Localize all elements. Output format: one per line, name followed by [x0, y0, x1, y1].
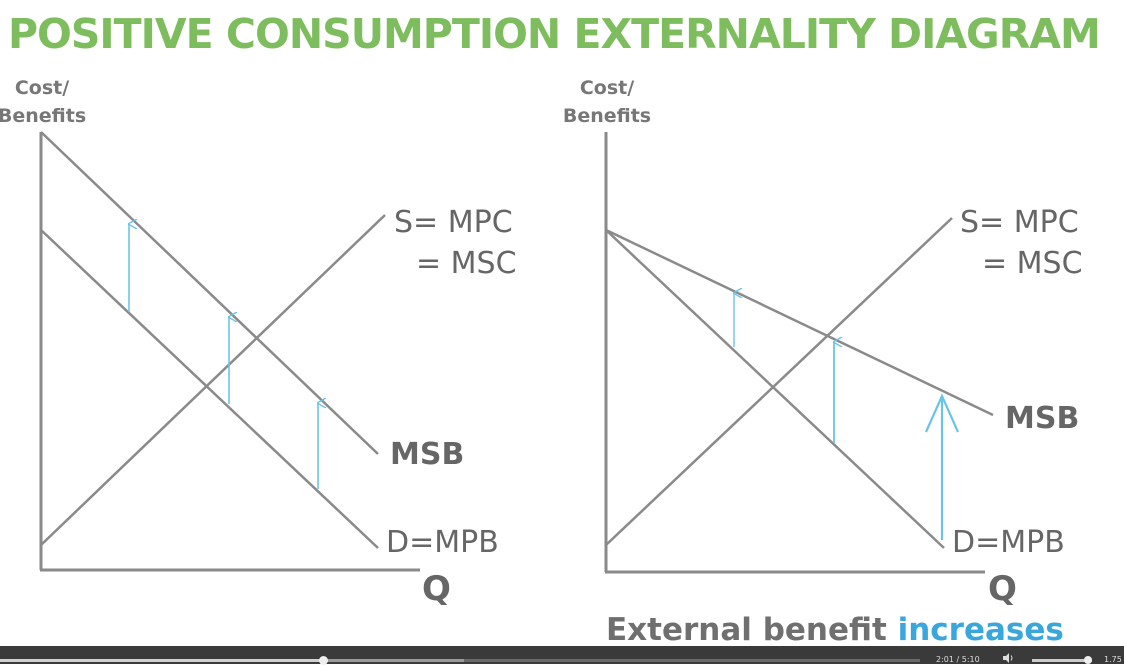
- left-x-axis-label: Q: [422, 569, 451, 609]
- left-supply-label-line1: S= MPC: [394, 205, 513, 240]
- caption: External benefit increases: [606, 612, 1064, 648]
- right-diagram: Cost/ Benefits S= MPC = MSC MSB D=MPB Q: [563, 77, 1083, 609]
- left-supply-label-line2: = MSC: [416, 246, 517, 281]
- right-supply-label-line2: = MSC: [982, 246, 1083, 281]
- left-y-axis-label-line1: Cost/: [15, 77, 69, 99]
- right-demand-curve: [605, 229, 945, 549]
- left-demand-curve: [40, 229, 379, 549]
- page-title: POSITIVE CONSUMPTION EXTERNALITY DIAGRAM: [8, 10, 1101, 58]
- right-demand-label: D=MPB: [952, 525, 1065, 560]
- caption-text: External benefit: [606, 612, 898, 648]
- right-msb-curve: [605, 228, 994, 417]
- right-x-axis-label: Q: [988, 569, 1017, 609]
- left-diagram: Cost/ Benefits S= MPC = MSC MSB D=MPB Q: [0, 77, 517, 609]
- left-msb-label: MSB: [390, 437, 464, 472]
- right-external-benefit-arrow-large: [924, 393, 960, 540]
- progress-played: [0, 659, 323, 662]
- progress-handle[interactable]: [319, 656, 328, 665]
- video-player-controls: 2:01 / 5:10 1.75: [0, 646, 1124, 665]
- playback-speed[interactable]: 1.75: [1104, 655, 1122, 664]
- volume-handle[interactable]: [1084, 656, 1092, 664]
- left-demand-label: D=MPB: [386, 525, 499, 560]
- right-supply-label-line1: S= MPC: [960, 205, 1079, 240]
- left-supply-curve: [40, 214, 386, 546]
- right-y-axis-label-line2: Benefits: [563, 105, 651, 127]
- time-display: 2:01 / 5:10: [936, 655, 980, 664]
- left-msb-curve: [40, 131, 379, 455]
- right-msb-label: MSB: [1005, 401, 1079, 436]
- left-y-axis-label-line2: Benefits: [0, 105, 86, 127]
- volume-slider[interactable]: [1032, 659, 1092, 662]
- right-supply-curve: [605, 217, 953, 546]
- caption-highlight: increases: [897, 612, 1064, 648]
- right-y-axis-label-line1: Cost/: [580, 77, 634, 99]
- speaker-icon[interactable]: [1002, 652, 1014, 664]
